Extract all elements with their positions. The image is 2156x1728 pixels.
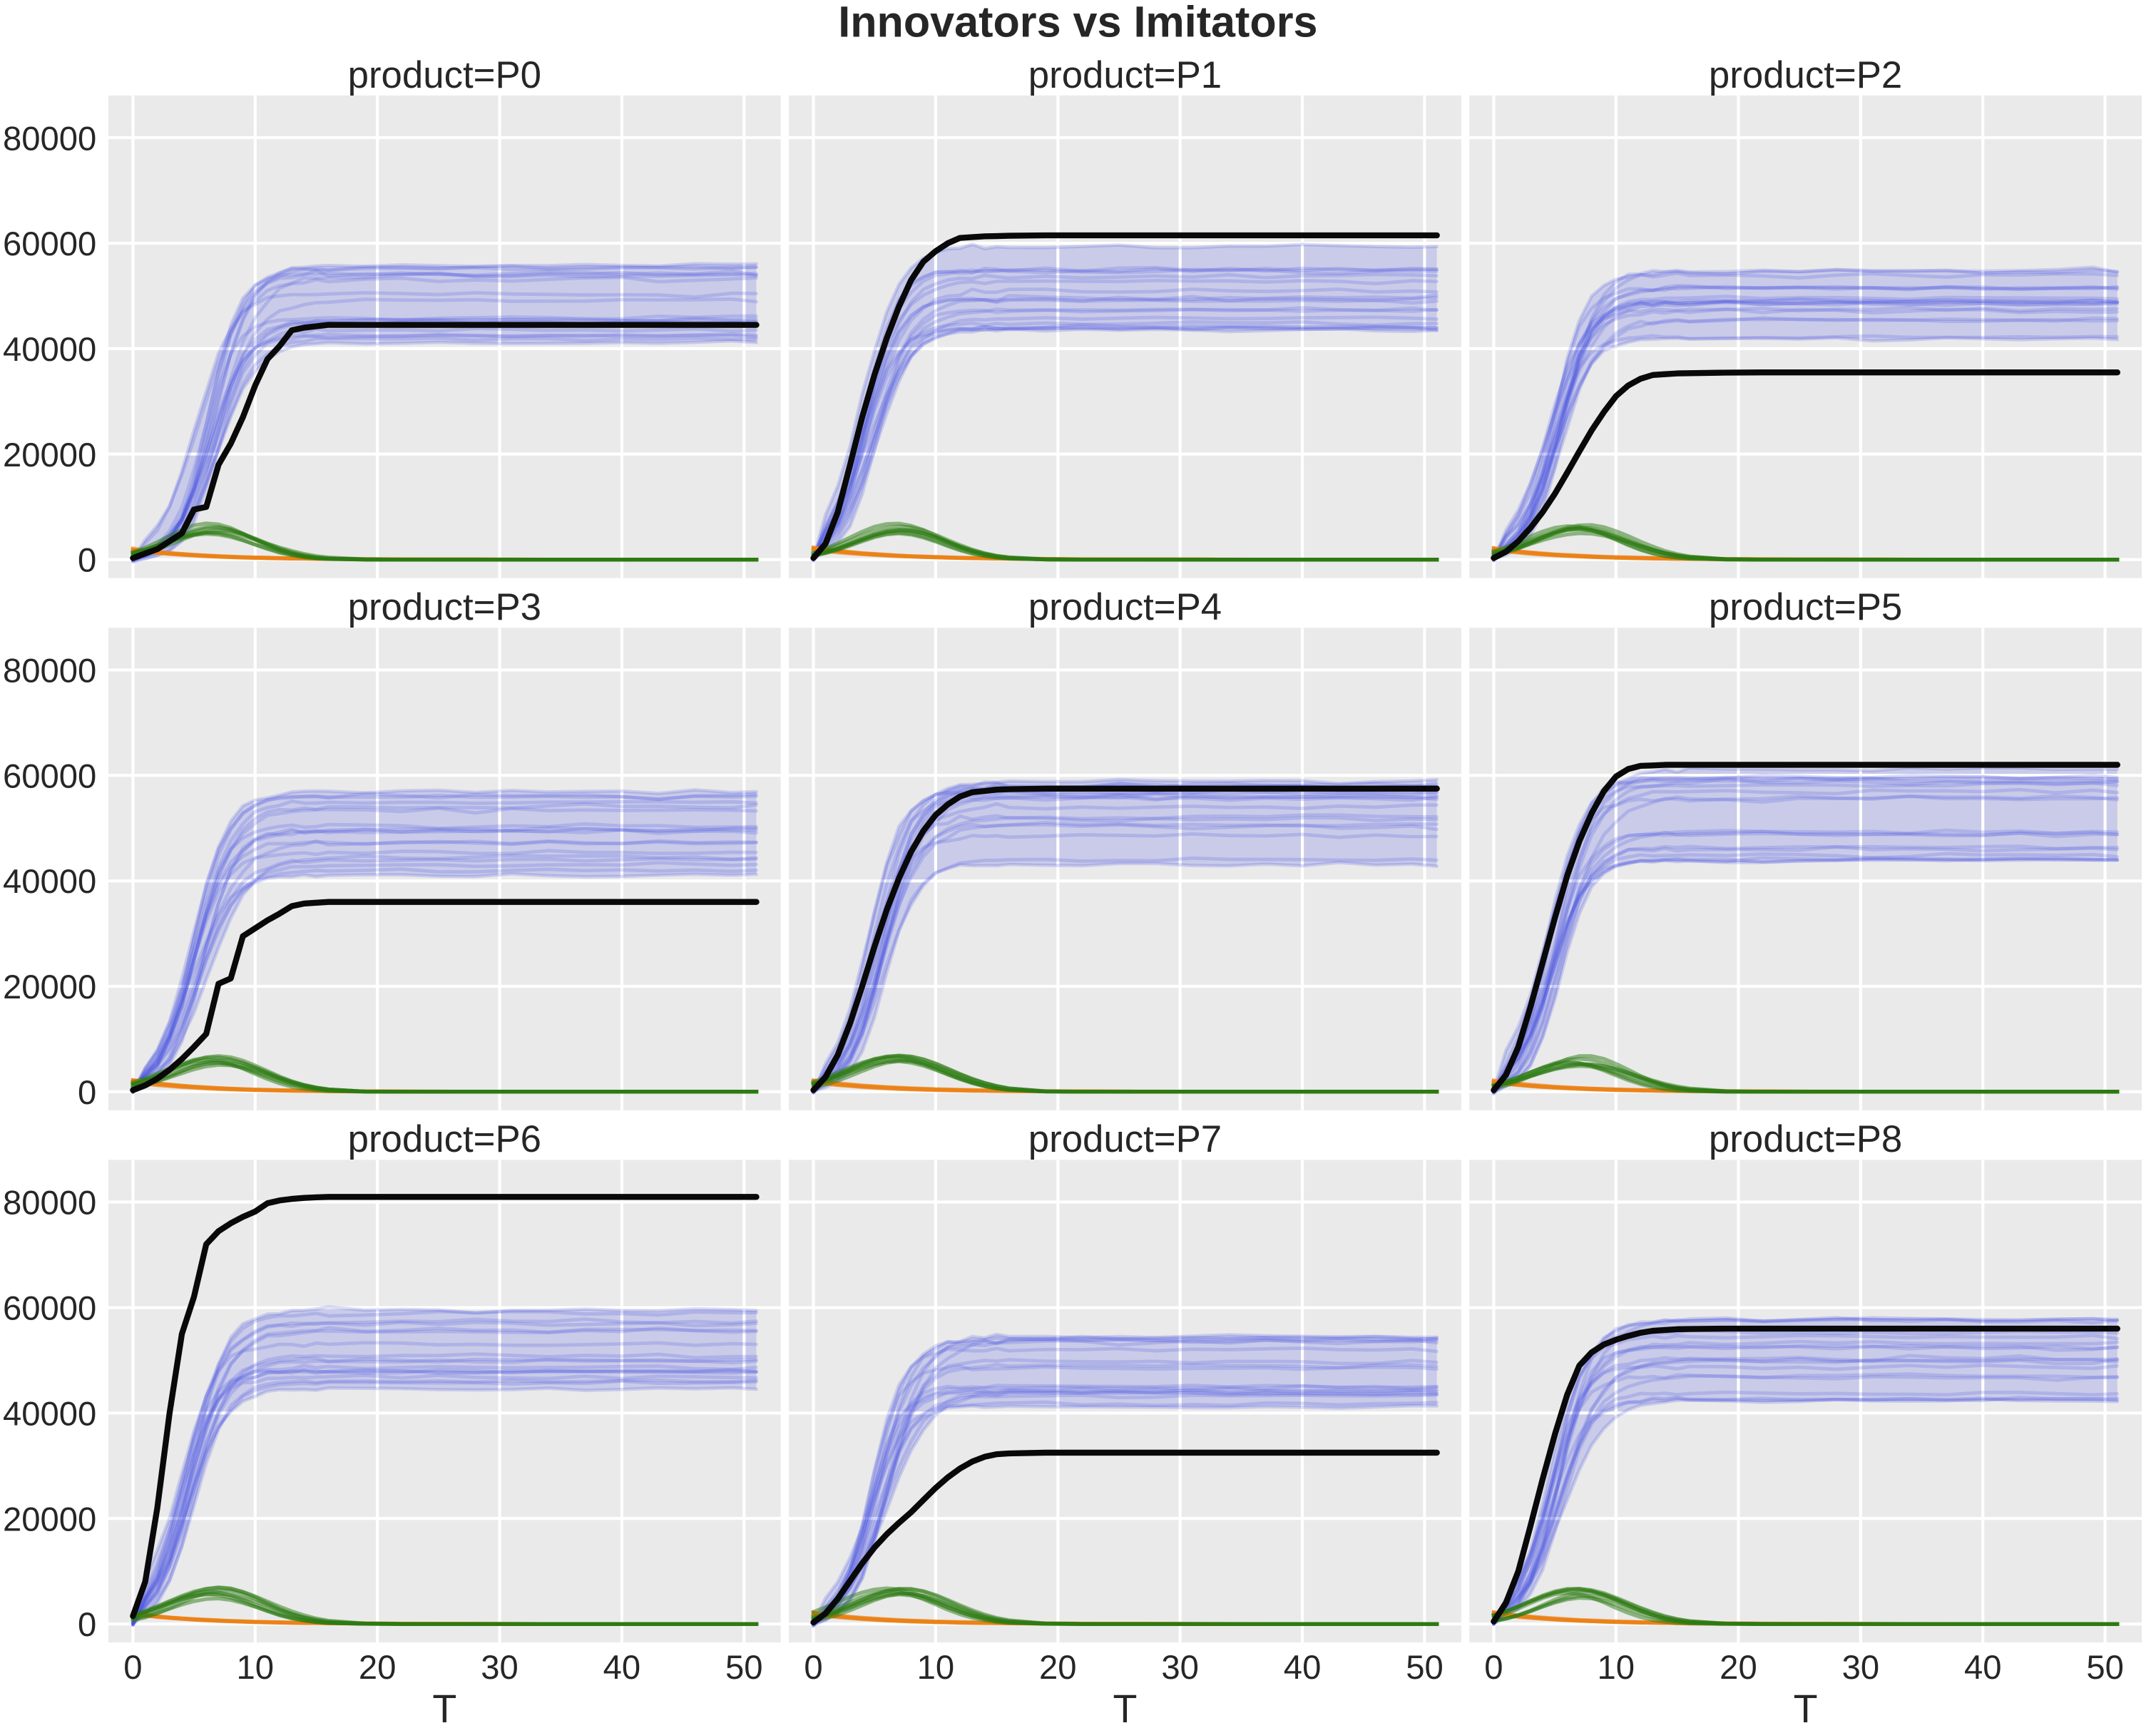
svg-text:0: 0 [123,1649,142,1687]
svg-text:20000: 20000 [3,1501,96,1538]
svg-text:80000: 80000 [3,1185,96,1222]
svg-text:product=P5: product=P5 [1709,586,1902,628]
svg-text:10: 10 [237,1649,275,1687]
svg-text:40000: 40000 [3,331,96,369]
svg-text:product=P2: product=P2 [1709,54,1902,96]
svg-text:50: 50 [2086,1649,2124,1687]
svg-text:80000: 80000 [3,120,96,158]
svg-text:product=P3: product=P3 [348,586,541,628]
svg-text:20000: 20000 [3,436,96,474]
svg-text:40000: 40000 [3,863,96,901]
svg-text:T: T [1113,1687,1138,1728]
svg-text:T: T [432,1687,456,1728]
svg-text:10: 10 [917,1649,955,1687]
svg-text:40: 40 [603,1649,641,1687]
svg-text:30: 30 [1161,1649,1199,1687]
svg-text:20000: 20000 [3,968,96,1006]
svg-text:Innovators vs Imitators: Innovators vs Imitators [838,0,1317,46]
svg-text:0: 0 [78,542,96,580]
svg-text:20: 20 [359,1649,397,1687]
svg-text:60000: 60000 [3,757,96,795]
svg-text:30: 30 [481,1649,518,1687]
svg-text:60000: 60000 [3,1290,96,1328]
svg-text:60000: 60000 [3,225,96,263]
svg-text:40: 40 [1964,1649,2002,1687]
svg-text:product=P6: product=P6 [348,1118,541,1160]
svg-text:30: 30 [1842,1649,1880,1687]
svg-text:0: 0 [78,1074,96,1112]
svg-text:0: 0 [804,1649,822,1687]
svg-text:product=P4: product=P4 [1028,586,1222,628]
svg-text:50: 50 [725,1649,763,1687]
svg-text:product=P1: product=P1 [1028,54,1222,96]
svg-text:product=P0: product=P0 [348,54,541,96]
svg-text:0: 0 [1484,1649,1503,1687]
svg-text:0: 0 [78,1606,96,1644]
svg-text:20: 20 [1039,1649,1077,1687]
svg-text:20: 20 [1720,1649,1757,1687]
svg-text:10: 10 [1598,1649,1635,1687]
svg-text:product=P8: product=P8 [1709,1118,1902,1160]
svg-text:50: 50 [1406,1649,1444,1687]
svg-text:T: T [1794,1687,1818,1728]
svg-text:40: 40 [1284,1649,1322,1687]
svg-text:40000: 40000 [3,1396,96,1433]
svg-text:80000: 80000 [3,652,96,690]
svg-text:product=P7: product=P7 [1028,1118,1222,1160]
